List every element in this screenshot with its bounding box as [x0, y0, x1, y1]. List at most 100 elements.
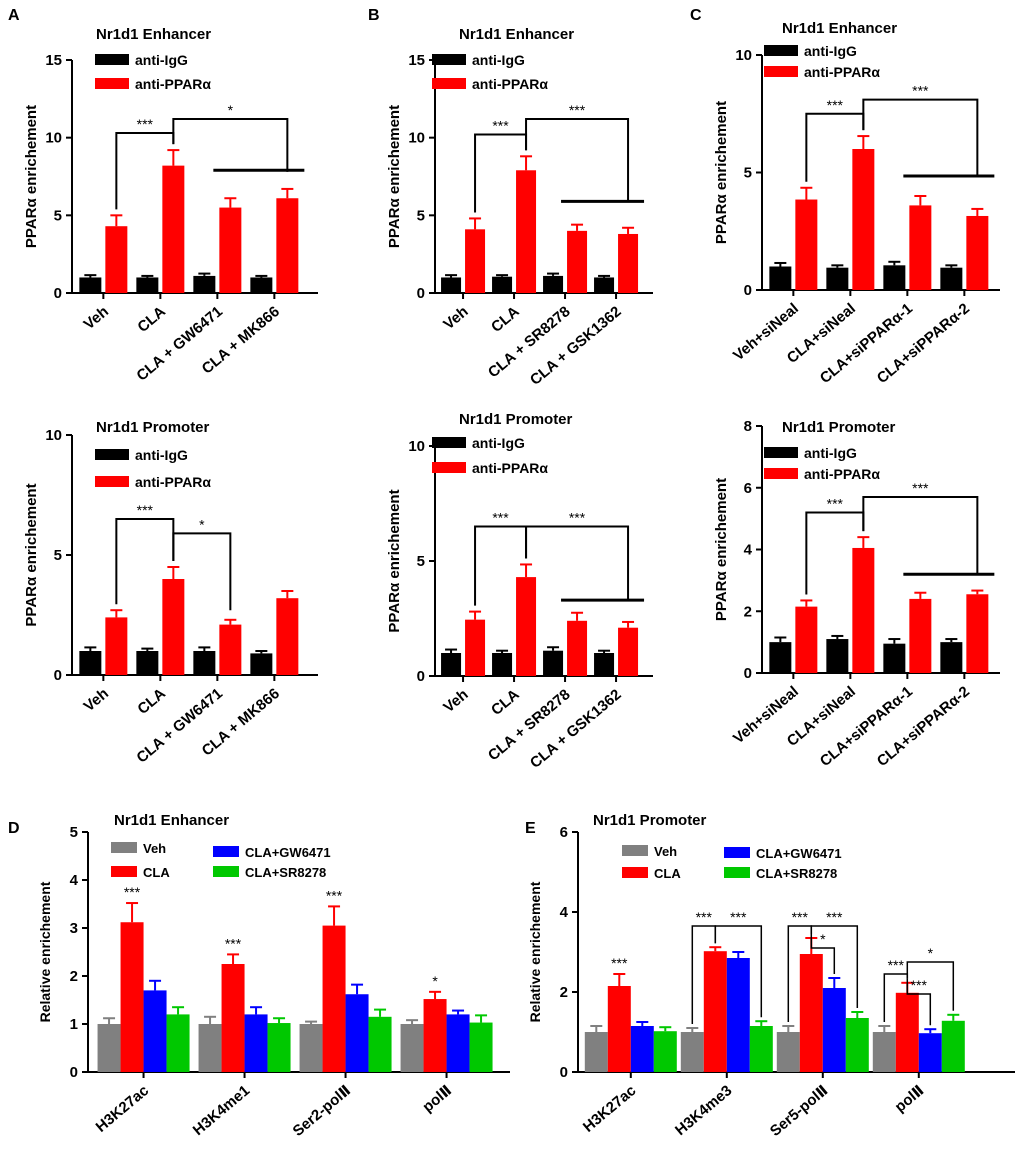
legend-swatch — [95, 449, 129, 460]
y-tick-label: 10 — [45, 427, 62, 444]
significance-bracket — [714, 925, 763, 1018]
bar — [441, 277, 462, 293]
bar — [219, 207, 242, 293]
significance-label: * — [820, 931, 826, 947]
y-tick-label: 5 — [54, 547, 62, 564]
legend-swatch — [432, 462, 466, 473]
bar — [653, 1031, 677, 1072]
significance-bracket — [172, 532, 232, 611]
panel-label: C — [690, 7, 702, 24]
chart-title: Nr1d1 Enhancer — [459, 26, 574, 43]
bar — [909, 598, 932, 673]
bar — [607, 986, 631, 1072]
bar — [193, 275, 216, 293]
legend-label: anti-PPARα — [472, 76, 548, 92]
legend-label: anti-IgG — [804, 43, 857, 59]
significance-bracket — [862, 98, 979, 177]
legend-label: CLA+SR8278 — [756, 866, 837, 881]
bar — [769, 266, 792, 290]
y-tick-label: 5 — [417, 207, 425, 224]
bar — [267, 1023, 291, 1072]
bar — [423, 999, 447, 1072]
y-axis-label: PPARα enrichement — [713, 101, 730, 244]
bar — [940, 642, 963, 673]
bar — [193, 651, 216, 675]
bar — [594, 653, 615, 676]
x-tick-label: H3K27ac — [580, 1082, 639, 1136]
bar — [244, 1014, 268, 1072]
legend-label: Veh — [654, 844, 677, 859]
y-tick-label: 10 — [408, 438, 425, 455]
y-axis-label: PPARα enrichement — [23, 483, 40, 626]
bar — [276, 598, 299, 675]
significance-label: *** — [826, 909, 843, 925]
legend-label: Veh — [143, 841, 166, 856]
chart-title: Nr1d1 Enhancer — [96, 26, 211, 43]
chart-d: D Nr1d1 Enhancer 0 1 2 3 4 5 Relative enrichemen… — [8, 812, 510, 1140]
significance-label: *** — [827, 97, 844, 113]
bar — [79, 277, 102, 293]
x-tick-label: CLA — [134, 303, 169, 336]
bar — [492, 276, 513, 293]
significance-label: * — [928, 945, 934, 961]
bar — [469, 1022, 493, 1072]
bar — [618, 233, 639, 293]
y-tick-label: 6 — [560, 824, 568, 841]
significance-bracket — [810, 925, 859, 1008]
bar — [219, 624, 242, 675]
bar — [105, 226, 128, 293]
y-tick-label: 0 — [560, 1064, 568, 1081]
bar — [465, 229, 486, 293]
bar — [594, 277, 615, 293]
bar — [299, 1024, 323, 1072]
chart-b-top: B Nr1d1 Enhancer 0 5 10 15 PPARα enrichement Ve… — [368, 7, 653, 389]
y-tick-label: 5 — [744, 165, 752, 182]
x-tick-label: CLA — [134, 685, 169, 718]
legend-swatch — [432, 78, 466, 89]
y-tick-label: 5 — [70, 824, 78, 841]
bar — [795, 606, 818, 673]
y-axis-label: Relative enrichement — [527, 881, 543, 1022]
bar — [441, 653, 462, 676]
x-tick-label: Veh — [440, 303, 471, 333]
x-tick-label: Ser2-polⅡ — [290, 1082, 354, 1140]
y-tick-label: 1 — [70, 1016, 78, 1033]
bar — [105, 617, 128, 675]
x-tick-label: H3K4me3 — [672, 1082, 735, 1139]
significance-label: *** — [911, 977, 928, 993]
y-tick-label: 3 — [70, 920, 78, 937]
bar — [250, 277, 273, 293]
significance-label: *** — [137, 502, 154, 518]
significance-label: * — [432, 973, 438, 989]
bar — [567, 230, 588, 293]
chart-title: Nr1d1 Enhancer — [782, 20, 897, 37]
significance-bracket — [906, 961, 955, 1011]
x-tick-label: H3K4me1 — [190, 1082, 253, 1139]
bar — [345, 994, 369, 1072]
bar — [769, 642, 792, 673]
chart-title: Nr1d1 Promoter — [593, 812, 707, 829]
legend-label: anti-PPARα — [135, 76, 211, 92]
legend-swatch — [432, 437, 466, 448]
y-tick-label: 2 — [744, 603, 752, 620]
legend-label: anti-IgG — [472, 52, 525, 68]
chart-a-top: A Nr1d1 Enhancer 0 5 10 15 PPARα enrichement Ve… — [8, 7, 318, 385]
legend-swatch — [764, 66, 798, 77]
y-tick-label: 15 — [45, 52, 62, 69]
significance-label: *** — [696, 909, 713, 925]
x-tick-label: polⅡ — [892, 1082, 928, 1116]
y-tick-label: 8 — [744, 418, 752, 435]
legend-label: CLA+SR8278 — [245, 865, 326, 880]
significance-label: *** — [730, 909, 747, 925]
legend-swatch — [95, 54, 129, 65]
bar — [79, 651, 102, 675]
legend-label: CLA — [143, 865, 170, 880]
legend-swatch — [724, 867, 750, 878]
legend-label: CLA+GW6471 — [756, 846, 842, 861]
x-tick-label: Veh — [440, 686, 471, 716]
legend-label: anti-PPARα — [804, 466, 880, 482]
significance-label: *** — [492, 118, 509, 134]
